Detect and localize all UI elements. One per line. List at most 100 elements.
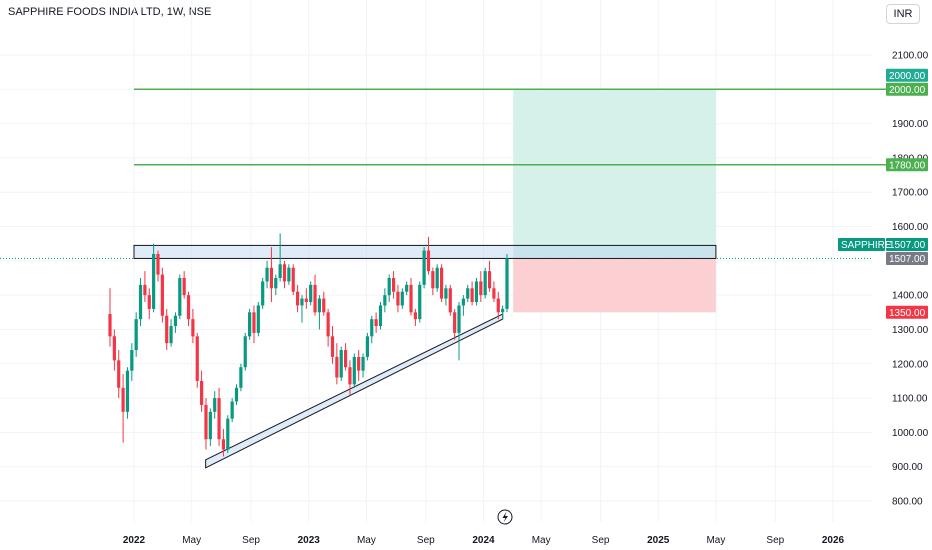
lightning-icon[interactable] — [497, 509, 513, 525]
candle-body — [256, 305, 260, 333]
candle — [204, 398, 208, 450]
price-tick-label: 1000.00 — [892, 428, 929, 439]
price-tick-label: 1700.00 — [892, 188, 929, 199]
candle-body — [213, 398, 217, 412]
time-tick-label: 2026 — [822, 535, 845, 546]
price-tag-label: 2000.00 — [889, 85, 926, 96]
candle-body — [335, 356, 339, 378]
candle — [492, 281, 496, 303]
candle-body — [252, 312, 256, 333]
candle — [378, 302, 383, 330]
candle-body — [239, 367, 243, 388]
price-tick-label: 1400.00 — [892, 291, 929, 302]
price-tick-label: 1300.00 — [892, 325, 929, 336]
candle — [121, 374, 125, 443]
time-tick-label: 2022 — [123, 535, 146, 546]
candle — [470, 281, 474, 306]
candle — [309, 281, 313, 306]
candle-body — [457, 305, 461, 333]
candle-body — [304, 298, 308, 303]
candle — [435, 264, 439, 292]
candle — [322, 291, 326, 316]
time-tick-label: 2025 — [647, 535, 670, 546]
candle-body — [147, 295, 151, 309]
candle-body — [418, 284, 422, 320]
time-tick-label: May — [532, 535, 551, 546]
candle — [505, 253, 509, 313]
candle-body — [282, 264, 287, 282]
candle — [138, 278, 143, 327]
price-tag: 2000.00 — [886, 82, 928, 96]
candle-body — [413, 312, 417, 320]
candle-body — [357, 356, 361, 371]
candle-body — [466, 288, 470, 299]
candle-body — [470, 288, 474, 303]
candle — [317, 295, 322, 330]
candle — [300, 295, 304, 323]
price-tag: 1350.00 — [886, 305, 928, 319]
candle-body — [108, 314, 112, 337]
candle — [352, 353, 356, 388]
candle-body — [431, 271, 435, 289]
price-tag-bg — [886, 305, 928, 319]
candle-body — [483, 271, 487, 296]
drawings-layer[interactable] — [0, 88, 886, 469]
candle — [261, 278, 265, 309]
candle-body — [365, 336, 369, 357]
price-tag-bg — [886, 82, 928, 96]
candle-body — [195, 336, 199, 381]
candle — [265, 260, 269, 289]
price-tag: 1507.00 — [886, 237, 928, 251]
candle-body — [243, 336, 247, 368]
candle-body — [409, 284, 413, 313]
candle-body — [496, 298, 500, 313]
candle — [400, 288, 404, 309]
price-axis[interactable]: 800.00 900.00 1000.00 1100.00 1200.00 1300.00… — [892, 51, 929, 508]
candle-body — [479, 281, 483, 296]
long-position-tool[interactable] — [513, 89, 716, 313]
candle-body — [387, 278, 391, 296]
candle-body — [143, 284, 147, 296]
candle-body — [474, 281, 479, 303]
candle-body — [112, 336, 116, 361]
candle — [217, 387, 221, 447]
candle-body — [295, 291, 300, 306]
candle-body — [501, 308, 505, 313]
candle — [130, 343, 134, 381]
candle-body — [378, 305, 383, 327]
candle-body — [169, 326, 173, 344]
candle-body — [391, 278, 396, 292]
candle — [339, 346, 343, 381]
candle — [160, 267, 164, 323]
candle-body — [121, 387, 125, 412]
candle — [147, 288, 151, 320]
candle-body — [426, 250, 431, 272]
candle-body — [326, 312, 330, 337]
candle — [213, 391, 217, 419]
candle — [461, 295, 465, 316]
candle — [252, 305, 256, 344]
loss-zone — [513, 258, 716, 313]
candle — [208, 408, 212, 447]
candle — [357, 350, 361, 381]
candle-body — [339, 350, 343, 378]
candle — [487, 260, 492, 292]
candle — [234, 384, 239, 405]
candle-body — [400, 291, 404, 306]
time-tick-label: May — [357, 535, 376, 546]
candle — [117, 350, 121, 399]
candle — [431, 267, 435, 296]
candle — [304, 288, 308, 309]
symbol-tag-label: SAPPHIRE — [841, 240, 892, 251]
candle-body — [374, 319, 378, 327]
price-tick-label: 1600.00 — [892, 222, 929, 233]
candle-body — [230, 401, 234, 419]
time-axis[interactable]: 2022 May Sep 2023 May Sep 2024 May Sep 2025 May Sep… — [123, 535, 845, 546]
candle — [226, 415, 230, 453]
candle — [182, 271, 186, 299]
candle-body — [291, 267, 295, 292]
candle — [152, 243, 156, 313]
candle — [112, 329, 116, 371]
currency-selector-button[interactable]: INR — [886, 4, 920, 24]
